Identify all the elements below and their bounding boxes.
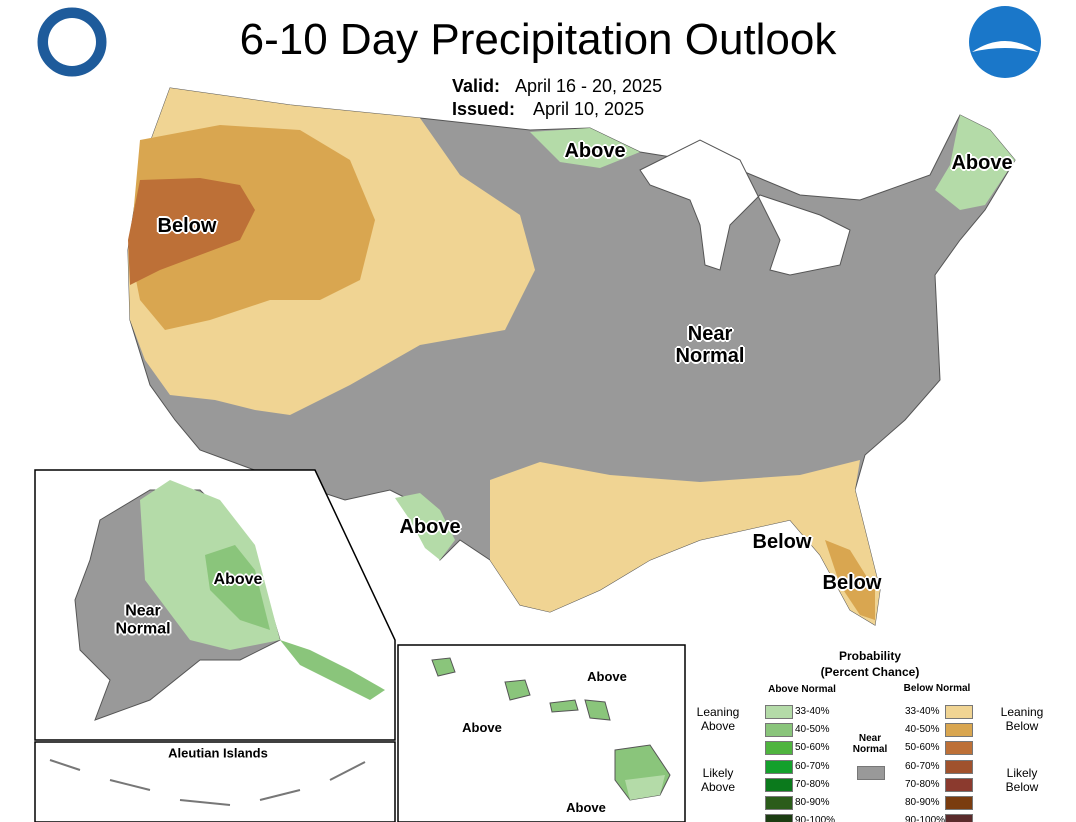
above-me xyxy=(935,115,1015,210)
legend-swatch xyxy=(945,759,973,774)
alaska-above-40 xyxy=(205,545,270,630)
alaska-label: Above xyxy=(213,571,263,589)
legend-swatch xyxy=(765,723,793,738)
hawaii-label: Above xyxy=(462,719,502,735)
legend-near-swatch xyxy=(857,766,885,780)
hawaii-label: Above xyxy=(587,668,627,684)
legend-swatch xyxy=(945,741,973,756)
legend-above-header: Above Normal xyxy=(768,684,836,695)
legend-below-header: Below Normal xyxy=(903,683,971,694)
legend-bin-label: 60-70% xyxy=(905,760,940,772)
legend-bin-label: 33-40% xyxy=(905,706,940,717)
below-40 xyxy=(130,125,375,330)
legend-bin-label: 50-60% xyxy=(795,742,830,754)
legend-swatch xyxy=(765,796,793,810)
legend-leaning-below: Leaning Below xyxy=(1000,705,1044,733)
alaska-label: Near Normal xyxy=(115,602,171,637)
doc-seal-inner xyxy=(48,18,96,66)
legend-swatch xyxy=(765,814,793,822)
legend-near-normal: Near Normal xyxy=(852,733,888,755)
map-label: Below xyxy=(822,572,882,594)
map-label: Above xyxy=(951,152,1013,174)
legend-bin-label: 33-40% xyxy=(795,706,830,717)
aleutians xyxy=(49,759,366,806)
hawaii-label: Above xyxy=(566,799,606,815)
legend-swatch xyxy=(945,814,973,822)
legend-subtitle: (Percent Chance) xyxy=(820,665,920,679)
valid-label: Valid: xyxy=(452,76,501,96)
hawaii-box xyxy=(397,644,686,822)
legend-swatch xyxy=(945,777,973,792)
map-label: Below xyxy=(752,531,812,553)
legend-likely-below: Likely Below xyxy=(1005,766,1039,794)
legend-bin-label: 50-60% xyxy=(905,742,940,754)
alaska-panhandle xyxy=(280,640,385,700)
legend-swatch xyxy=(945,796,973,810)
map-label: Below xyxy=(157,215,217,237)
legend-bin-label: 90-100% xyxy=(905,815,946,822)
legend-swatch xyxy=(765,759,793,774)
legend-swatch xyxy=(945,705,973,719)
legend-bin-label: 70-80% xyxy=(905,778,940,790)
legend-swatch xyxy=(765,741,793,756)
valid-date: April 16 - 20, 2025 xyxy=(515,76,663,96)
legend-bin-label: 40-50% xyxy=(795,724,830,736)
issued-date: April 10, 2025 xyxy=(533,99,645,119)
aleutian-title: Aleutian Islands xyxy=(168,745,268,761)
map-label: Above xyxy=(564,140,626,162)
legend-bin-label: 70-80% xyxy=(795,778,830,790)
noaa-bird xyxy=(972,41,1038,52)
map-label: Near Normal xyxy=(675,323,745,367)
issued-label: Issued: xyxy=(452,99,516,119)
legend-bin-label: 90-100% xyxy=(795,815,836,822)
legend-title: Probability xyxy=(838,649,901,663)
above-tx xyxy=(395,493,455,560)
below-40-fl xyxy=(825,540,875,620)
title: 6-10 Day Precipitation Outlook xyxy=(239,15,837,64)
legend-bin-label: 40-50% xyxy=(905,724,940,736)
aleutian-box xyxy=(34,741,396,822)
legend-bin-label: 80-90% xyxy=(795,797,830,808)
lakes xyxy=(639,139,851,276)
hawaii-big-south xyxy=(625,775,665,800)
legend-swatch xyxy=(765,777,793,792)
map-label: Above xyxy=(399,516,461,538)
legend-bin-label: 60-70% xyxy=(795,760,830,772)
legend-bin-label: 80-90% xyxy=(905,797,940,808)
below-50 xyxy=(128,178,255,285)
legend-likely-above: Likely Above xyxy=(700,766,736,794)
legend-swatch xyxy=(945,723,973,738)
legend-swatch xyxy=(765,705,793,719)
above-mn xyxy=(530,128,640,168)
below-33-south xyxy=(490,460,880,625)
legend-leaning-above: Leaning Above xyxy=(696,705,740,733)
